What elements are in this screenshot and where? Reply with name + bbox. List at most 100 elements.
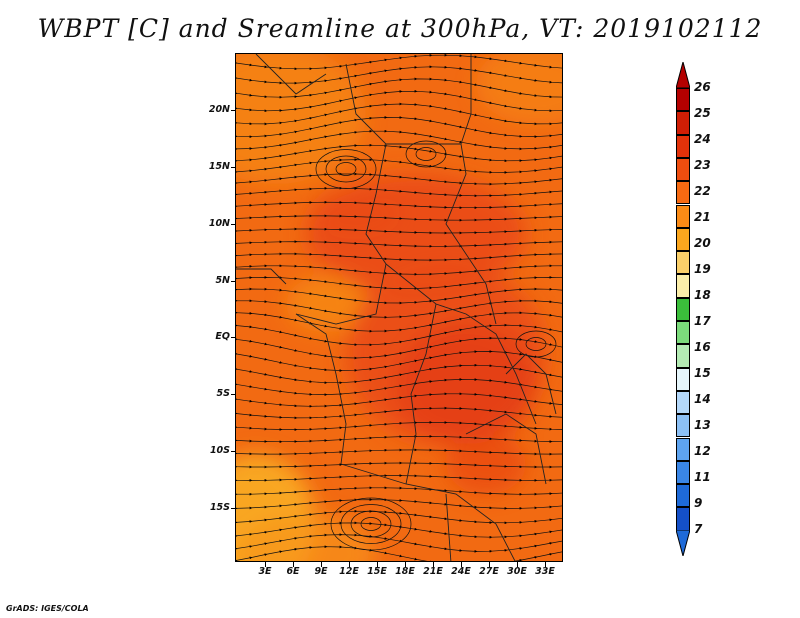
streamline	[236, 448, 562, 456]
y-tick-label: 10S	[209, 445, 230, 456]
border-line	[405, 303, 437, 485]
x-tick	[265, 562, 266, 567]
y-tick-label: 10N	[208, 218, 230, 229]
border-line	[385, 263, 537, 425]
vortex-ring	[335, 162, 357, 176]
border-line	[340, 463, 516, 561]
colorbar-label: 24	[694, 132, 711, 146]
country-borders	[236, 54, 557, 561]
vortex-ring	[325, 155, 367, 183]
colorbar-swatch	[676, 181, 690, 205]
map-panel	[235, 53, 563, 562]
border-line	[465, 413, 547, 485]
vortex-ring	[340, 504, 402, 544]
colorbar-swatch	[676, 321, 690, 345]
colorbar-swatch	[676, 88, 690, 112]
vortex-ring	[515, 330, 557, 358]
streamline	[236, 421, 562, 432]
x-tick-label: 21E	[423, 566, 443, 577]
temperature-region	[446, 434, 526, 494]
y-tick	[231, 224, 236, 225]
x-tick-label: 6E	[286, 566, 300, 577]
colorbar-label: 18	[694, 288, 711, 302]
streamline	[236, 200, 562, 210]
y-tick-label: 5N	[215, 275, 230, 286]
x-tick-label: 3E	[258, 566, 272, 577]
streamline	[236, 486, 562, 496]
colorbar-label: 21	[694, 210, 711, 224]
vortex-ring	[315, 149, 377, 189]
x-tick	[293, 562, 294, 567]
colorbar-label: 19	[694, 262, 711, 276]
colorbar-swatch	[676, 460, 690, 485]
border-line	[255, 54, 327, 95]
colorbar-swatch	[676, 344, 690, 368]
colorbar-label: 9	[694, 496, 703, 510]
colorbar-label: 17	[694, 314, 711, 328]
streamline	[236, 392, 562, 408]
border-line	[505, 353, 557, 415]
colorbar-swatch	[676, 274, 690, 298]
y-tick-label: EQ	[215, 331, 230, 342]
colorbar-label: 23	[694, 158, 711, 172]
streamline	[236, 434, 562, 444]
streamline	[236, 252, 562, 262]
vortex-ring	[350, 510, 392, 538]
streamline	[236, 461, 562, 469]
colorbar-swatch	[676, 484, 690, 508]
x-tick-label: 27E	[479, 566, 499, 577]
vortex-ring	[415, 147, 437, 161]
colorbar-label: 22	[694, 184, 711, 198]
streamline	[236, 227, 562, 235]
y-tick	[231, 167, 236, 168]
x-tick	[517, 562, 518, 567]
border-line	[295, 313, 347, 465]
x-tick	[321, 562, 322, 567]
colorbar-bottom-arrow	[676, 530, 690, 556]
colorbar-label: 13	[694, 418, 711, 432]
x-tick-label: 9E	[314, 566, 328, 577]
y-tick	[231, 337, 236, 338]
colorbar-swatch	[676, 390, 690, 415]
vortex-ring	[525, 337, 547, 351]
border-line	[445, 54, 497, 325]
x-tick-label: 12E	[339, 566, 359, 577]
streamline	[236, 406, 562, 420]
x-tick	[545, 562, 546, 567]
streamline	[236, 474, 562, 482]
colorbar-label: 25	[694, 106, 711, 120]
y-tick	[231, 508, 236, 509]
streamline	[236, 545, 562, 561]
colorbar-swatch	[676, 134, 690, 158]
streamline	[236, 264, 562, 276]
x-tick-label: 15E	[367, 566, 387, 577]
x-tick	[489, 562, 490, 567]
colorbar-swatch	[676, 437, 690, 461]
x-tick-label: 33E	[535, 566, 555, 577]
border-line	[295, 63, 387, 325]
y-tick-label: 20N	[208, 104, 230, 115]
x-tick-label: 18E	[395, 566, 415, 577]
y-tick	[231, 281, 236, 282]
streamline	[236, 363, 562, 385]
colorbar-label: 14	[694, 392, 711, 406]
map-svg	[236, 54, 562, 561]
x-tick	[377, 562, 378, 567]
y-tick-label: 15S	[209, 502, 230, 513]
colorbar-swatch	[676, 414, 690, 438]
chart-title: WBPT [C] and Sreamline at 300hPa, VT: 20…	[37, 14, 763, 43]
colorbar-label: 20	[694, 236, 711, 250]
y-tick	[231, 110, 236, 111]
colorbar-label: 7	[694, 522, 703, 536]
streamline	[236, 186, 562, 198]
vortex-ring	[360, 517, 382, 531]
y-tick	[231, 394, 236, 395]
y-tick-label: 5S	[216, 388, 230, 399]
streamline	[236, 214, 562, 222]
x-tick	[461, 562, 462, 567]
streamline	[236, 498, 562, 510]
streamline	[236, 378, 562, 397]
colorbar-swatch	[676, 367, 690, 391]
colorbar-swatch	[676, 111, 690, 135]
colorbar-label: 11	[694, 470, 711, 484]
